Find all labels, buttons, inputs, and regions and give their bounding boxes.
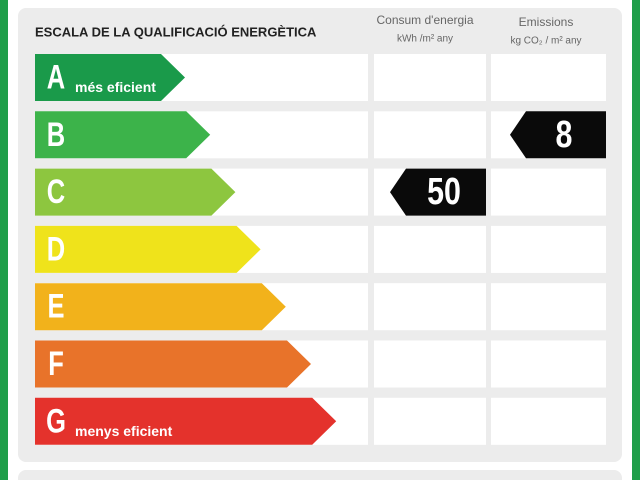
rating-letter: D [47, 231, 65, 268]
emissions-cell [491, 340, 606, 388]
value-arrow [510, 111, 606, 159]
column-title: Emissions [519, 15, 574, 29]
rating-letter: A [47, 59, 65, 96]
column-unit: kg CO₂ / m² any [510, 36, 581, 47]
rating-letter: C [47, 174, 65, 211]
title: ESCALA DE LA QUALIFICACIÓ ENERGÈTICA [35, 24, 317, 39]
value-label: 50 [427, 171, 461, 213]
panel-bottom [18, 470, 622, 480]
rating-arrow [35, 225, 261, 273]
emissions-cell [491, 168, 606, 216]
emissions-cell [491, 397, 606, 445]
rating-letter: B [47, 116, 65, 153]
rating-arrow [35, 168, 236, 216]
rating-letter: G [46, 403, 66, 440]
rating-label: menys eficient [75, 423, 173, 439]
consumption-cell [374, 340, 486, 388]
consumption-cell [374, 397, 486, 445]
rating-arrow [35, 340, 311, 388]
value-arrow [390, 168, 486, 216]
rating-arrow [35, 111, 211, 159]
consumption-cell [374, 283, 486, 331]
emissions-cell [491, 283, 606, 331]
rating-label: més eficient [75, 79, 156, 95]
rating-letter: E [47, 288, 64, 325]
emissions-cell [491, 225, 606, 273]
rating-arrow [35, 54, 185, 101]
emissions-cell [491, 54, 606, 101]
consumption-cell [374, 54, 486, 101]
value-label: 8 [556, 114, 573, 156]
rating-letter: F [48, 346, 64, 383]
column-unit: kWh /m² any [397, 34, 453, 45]
rating-arrow [35, 397, 337, 445]
column-title: Consum d'energia [376, 13, 473, 27]
consumption-cell [374, 111, 486, 159]
consumption-cell [374, 225, 486, 273]
rating-arrow [35, 283, 286, 331]
